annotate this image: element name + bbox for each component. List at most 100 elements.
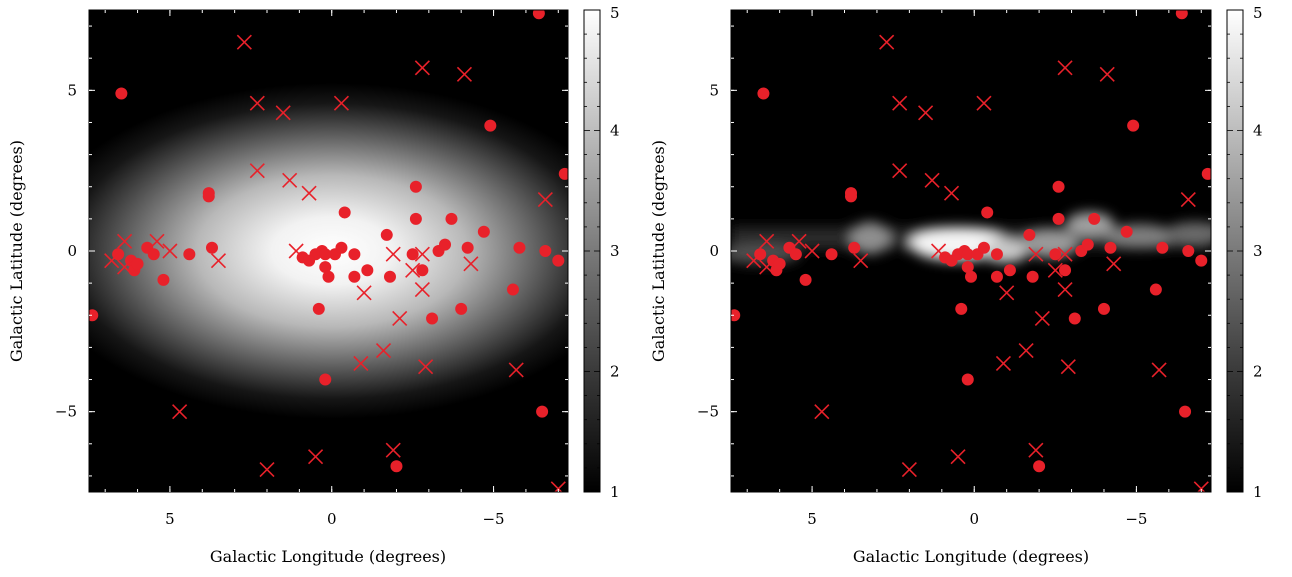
data-point-circle — [799, 273, 812, 286]
data-point-circle — [390, 460, 403, 473]
data-point-circle — [477, 225, 490, 238]
data-point-circle — [1175, 10, 1188, 20]
data-point-cross — [1057, 60, 1073, 76]
data-point-circle — [348, 270, 361, 283]
data-point-cross — [162, 243, 178, 259]
data-point-circle — [825, 248, 838, 261]
data-point-cross — [943, 185, 960, 201]
data-point-cross — [249, 163, 265, 179]
data-point-cross — [931, 243, 947, 259]
y-tick-label: 5 — [67, 81, 77, 99]
data-point-circle — [416, 264, 429, 277]
data-point-circle — [89, 309, 99, 322]
colorbar-left: 1 2 3 4 5 — [583, 4, 620, 501]
data-point-circle — [1097, 302, 1110, 315]
x-axis-label: Galactic Longitude (degrees) — [853, 547, 1089, 566]
colorbar-tick-label: 2 — [610, 363, 620, 381]
data-point-circle — [319, 261, 332, 274]
data-point-cross — [236, 34, 252, 50]
data-point-circle — [1201, 167, 1211, 180]
data-point-cross — [879, 34, 895, 50]
data-point-cross — [1034, 310, 1050, 327]
data-point-circle — [945, 254, 958, 267]
data-point-cross — [999, 285, 1015, 301]
data-point-circle — [205, 241, 218, 254]
data-point-cross — [791, 233, 807, 249]
data-point-circle — [383, 270, 396, 283]
x-tick-label: 5 — [165, 510, 175, 528]
data-point-circle — [1127, 119, 1140, 132]
data-point-circle — [990, 270, 1003, 283]
x-tick-label: 5 — [807, 510, 817, 528]
x-tick-label: −5 — [482, 510, 504, 528]
data-point-cross — [104, 253, 120, 269]
x-tick-label: 0 — [327, 510, 337, 528]
data-point-circle — [115, 87, 128, 100]
data-point-circle — [1156, 241, 1169, 254]
data-point-circle — [731, 309, 741, 322]
data-point-circle — [484, 119, 497, 132]
data-point-cross — [117, 259, 133, 275]
data-point-cross — [901, 461, 917, 478]
data-point-circle — [1182, 245, 1195, 257]
data-point-circle — [1120, 225, 1133, 238]
data-point-cross — [1028, 246, 1044, 262]
y-tick-label: −5 — [55, 403, 77, 421]
data-point-cross — [463, 256, 479, 272]
data-point-cross — [1057, 281, 1073, 298]
data-point-cross — [995, 355, 1011, 372]
data-point-cross — [259, 461, 275, 478]
data-point-circle — [1149, 283, 1162, 296]
data-point-cross — [414, 246, 430, 262]
data-point-cross — [1060, 359, 1076, 375]
data-point-circle — [1179, 405, 1192, 418]
y-tick-label: 0 — [67, 242, 77, 260]
data-point-cross — [918, 105, 934, 121]
data-point-circle — [202, 190, 215, 203]
data-point-circle — [1104, 241, 1117, 254]
y-tick-label: −5 — [697, 403, 719, 421]
data-point-cross — [508, 362, 524, 378]
colorbar-tick-label: 5 — [610, 4, 620, 22]
data-point-circle — [532, 10, 545, 20]
data-point-circle — [1033, 460, 1046, 473]
data-point-circle — [1081, 238, 1094, 251]
data-point-circle — [183, 248, 196, 261]
data-point-cross — [456, 66, 472, 82]
data-point-cross — [537, 192, 553, 208]
data-point-cross — [301, 185, 317, 201]
colorbar-tick-label: 1 — [1253, 483, 1263, 501]
colorbar-tick-label: 3 — [1253, 242, 1263, 260]
data-point-circle — [552, 254, 565, 267]
data-point-circle — [319, 373, 332, 386]
data-point-cross — [149, 233, 165, 249]
data-point-cross — [172, 404, 188, 420]
data-point-cross — [746, 253, 762, 269]
data-point-circle — [990, 248, 1003, 261]
data-point-circle — [455, 302, 468, 315]
data-point-cross — [405, 262, 421, 278]
data-point-circle — [348, 248, 361, 261]
data-point-cross — [356, 285, 372, 301]
data-point-circle — [955, 302, 968, 315]
x-axis-label: Galactic Longitude (degrees) — [210, 547, 446, 566]
colorbar-tick-label: 3 — [610, 242, 620, 260]
y-tick-label: 0 — [709, 242, 719, 260]
data-point-cross — [210, 253, 227, 269]
data-point-cross — [1028, 442, 1044, 458]
data-point-circle — [1088, 212, 1101, 225]
data-point-cross — [892, 95, 908, 111]
data-point-circle — [539, 245, 552, 257]
data-point-circle — [322, 270, 335, 283]
colorbar-right: 1 2 3 4 5 — [1226, 4, 1263, 501]
y-tick-label: 5 — [709, 81, 719, 99]
data-point-circle — [409, 180, 422, 193]
data-point-cross — [1180, 192, 1196, 208]
data-point-circle — [981, 206, 994, 219]
data-point-cross — [275, 105, 291, 121]
data-point-cross — [892, 163, 908, 179]
data-point-cross — [814, 404, 830, 420]
y-axis-label: Galactic Latitude (degrees) — [7, 140, 26, 362]
data-point-cross — [288, 243, 304, 259]
